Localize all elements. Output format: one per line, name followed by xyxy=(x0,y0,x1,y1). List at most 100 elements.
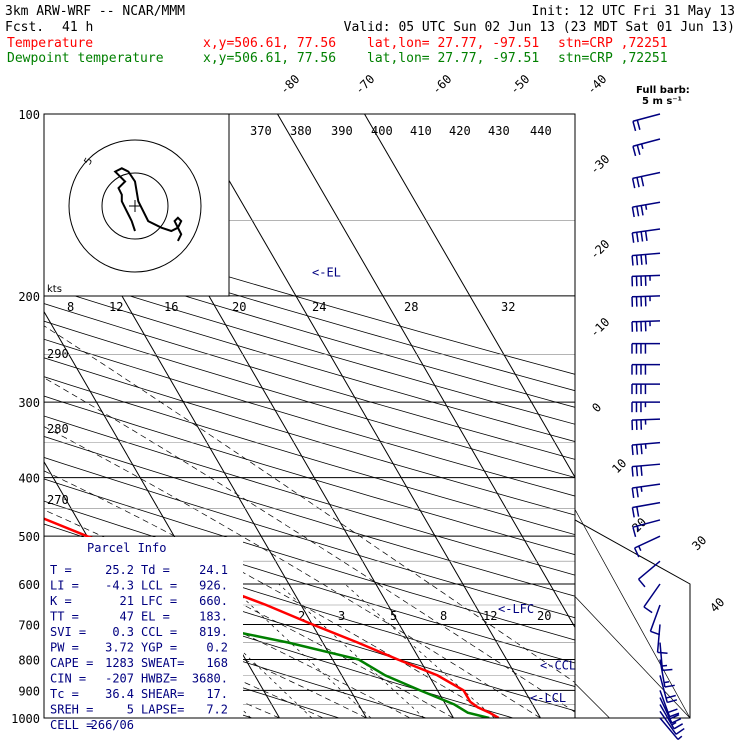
wind-barb-shaft xyxy=(649,604,661,632)
parcel-info-value: 24.1 xyxy=(199,563,228,577)
wind-barb xyxy=(659,675,678,704)
mixing-ratio-label: 32 xyxy=(501,300,515,314)
parcel-info-key: SREH = xyxy=(50,703,93,717)
dry-adiabat-line xyxy=(44,269,575,425)
parcel-info-key: K = xyxy=(50,594,72,608)
isotherm-label: 40 xyxy=(707,595,727,615)
parcel-info-value: 0.2 xyxy=(206,641,228,655)
theta-e-label: 400 xyxy=(371,124,393,138)
wind-barb-flag xyxy=(631,507,635,518)
level-markers: <-EL <-LFC <-CCL <-LCL xyxy=(312,266,576,705)
wind-barb-flag xyxy=(632,146,637,157)
theta-e-label: 440 xyxy=(530,124,552,138)
pressure-tick-label: 300 xyxy=(18,396,40,410)
theta-e-label: 380 xyxy=(290,124,312,138)
parcel-info-key: SVI = xyxy=(50,625,86,639)
isotherm-label: 10 xyxy=(609,456,629,476)
wind-barb-flag xyxy=(644,254,648,265)
plot-frame xyxy=(43,113,576,719)
hodograph-trace xyxy=(113,167,183,242)
mixing-ratio-label: 5 xyxy=(390,609,397,623)
wind-barb-flag xyxy=(636,144,641,155)
isotherm-label: 30 xyxy=(689,533,709,553)
mixing-ratio-label: 16 xyxy=(164,300,178,314)
parcel-info-value: 660. xyxy=(199,594,228,608)
wind-barb-shaft xyxy=(643,583,661,608)
wind-barb xyxy=(631,274,661,287)
parcel-info-key: SWEAT= xyxy=(141,656,184,670)
isotherm-line xyxy=(190,114,541,718)
wind-barb xyxy=(659,690,680,718)
wind-barb xyxy=(631,463,661,477)
mixing-ratio-label: 20 xyxy=(537,609,551,623)
wind-barb-flag xyxy=(665,694,676,699)
wind-barb xyxy=(643,583,661,614)
wind-barb xyxy=(659,642,673,672)
wind-barb-shaft xyxy=(632,171,661,180)
moist-adiabat-line xyxy=(44,426,541,718)
wind-barb-shaft xyxy=(656,624,661,653)
pressure-tick-label: 600 xyxy=(18,578,40,592)
wind-barb-flag xyxy=(640,205,644,216)
wind-barb xyxy=(659,659,675,688)
parcel-info-key: SHEAR= xyxy=(141,687,184,701)
wind-barb-half-flag xyxy=(640,143,644,149)
isotherm-label: -40 xyxy=(584,72,609,97)
parcel-info-value: 266/06 xyxy=(91,718,134,732)
isotherm-label: -70 xyxy=(352,72,377,97)
wind-barb-flag xyxy=(640,444,643,455)
dewpoint-latlon: lat,lon= 27.77, -97.51 xyxy=(367,51,539,66)
wind-barb-shaft xyxy=(634,535,661,549)
parcel-info-key: T = xyxy=(50,563,72,577)
dewpoint-stn: stn=CRP ,72251 xyxy=(558,51,668,66)
parcel-info-value: 36.4 xyxy=(105,687,134,701)
wind-barb-flag xyxy=(636,177,640,188)
parcel-info-value: 926. xyxy=(199,579,228,593)
wind-barb-shaft xyxy=(632,113,661,122)
dry-adiabat-line xyxy=(44,252,575,408)
dewpoint-legend: Dewpoint temperature xyxy=(7,51,164,66)
parcel-info-value: 47 xyxy=(120,610,134,624)
dewpoint-profile xyxy=(44,573,490,718)
wind-barb-half-flag xyxy=(644,204,648,210)
barb-legend-title: Full barb: xyxy=(636,85,690,96)
wind-barb-shaft xyxy=(638,560,661,580)
isotherm-label: -60 xyxy=(429,72,454,97)
wind-barb xyxy=(659,710,685,735)
parcel-info-value: 819. xyxy=(199,625,228,639)
isotherm-line xyxy=(277,114,575,629)
isotherm-extension-line xyxy=(574,596,691,719)
wind-barb xyxy=(633,535,661,558)
dry-adiabat-label: 270 xyxy=(47,493,69,507)
level-marker-label: <-LCL xyxy=(530,691,566,705)
parcel-info-key: CCL = xyxy=(141,625,177,639)
wind-barb xyxy=(631,295,661,307)
pressure-tick-label: 100 xyxy=(18,108,40,122)
parcel-info-key: YGP = xyxy=(141,641,177,655)
parcel-info-key: CAPE = xyxy=(50,656,93,670)
wind-barb xyxy=(631,342,660,354)
wind-barb xyxy=(659,697,682,724)
dry-adiabat-line xyxy=(44,435,575,597)
init-time: Init: 12 UTC Fri 31 May 13 xyxy=(532,4,736,19)
wind-barb xyxy=(631,363,660,375)
wind-barb xyxy=(631,201,661,218)
wind-barb-shaft xyxy=(632,501,661,509)
wind-barb-flag xyxy=(675,727,685,735)
temperature-legend: Temperature xyxy=(7,36,93,51)
header: 3km ARW-WRF -- NCAR/MMM Init: 12 UTC Fri… xyxy=(5,4,735,66)
isotherm-label: -20 xyxy=(587,237,612,262)
mixing-ratio-label: 8 xyxy=(67,300,74,314)
wind-barb xyxy=(631,401,660,413)
pressure-tick-label: 400 xyxy=(18,472,40,486)
level-marker-label: <-LFC xyxy=(498,602,534,616)
isotherm-line xyxy=(364,114,575,479)
wind-barb-flag xyxy=(640,254,643,265)
wind-barb-flag xyxy=(635,232,639,243)
parcel-info-key: EL = xyxy=(141,610,170,624)
wind-barb-flag xyxy=(657,651,668,654)
parcel-info-key: Tc = xyxy=(50,687,79,701)
dry-adiabat-line xyxy=(44,303,575,460)
wind-barb-flag xyxy=(650,630,661,636)
wind-barb xyxy=(632,113,661,132)
